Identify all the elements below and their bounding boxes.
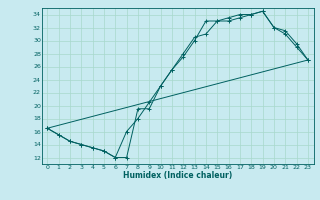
X-axis label: Humidex (Indice chaleur): Humidex (Indice chaleur) [123,171,232,180]
